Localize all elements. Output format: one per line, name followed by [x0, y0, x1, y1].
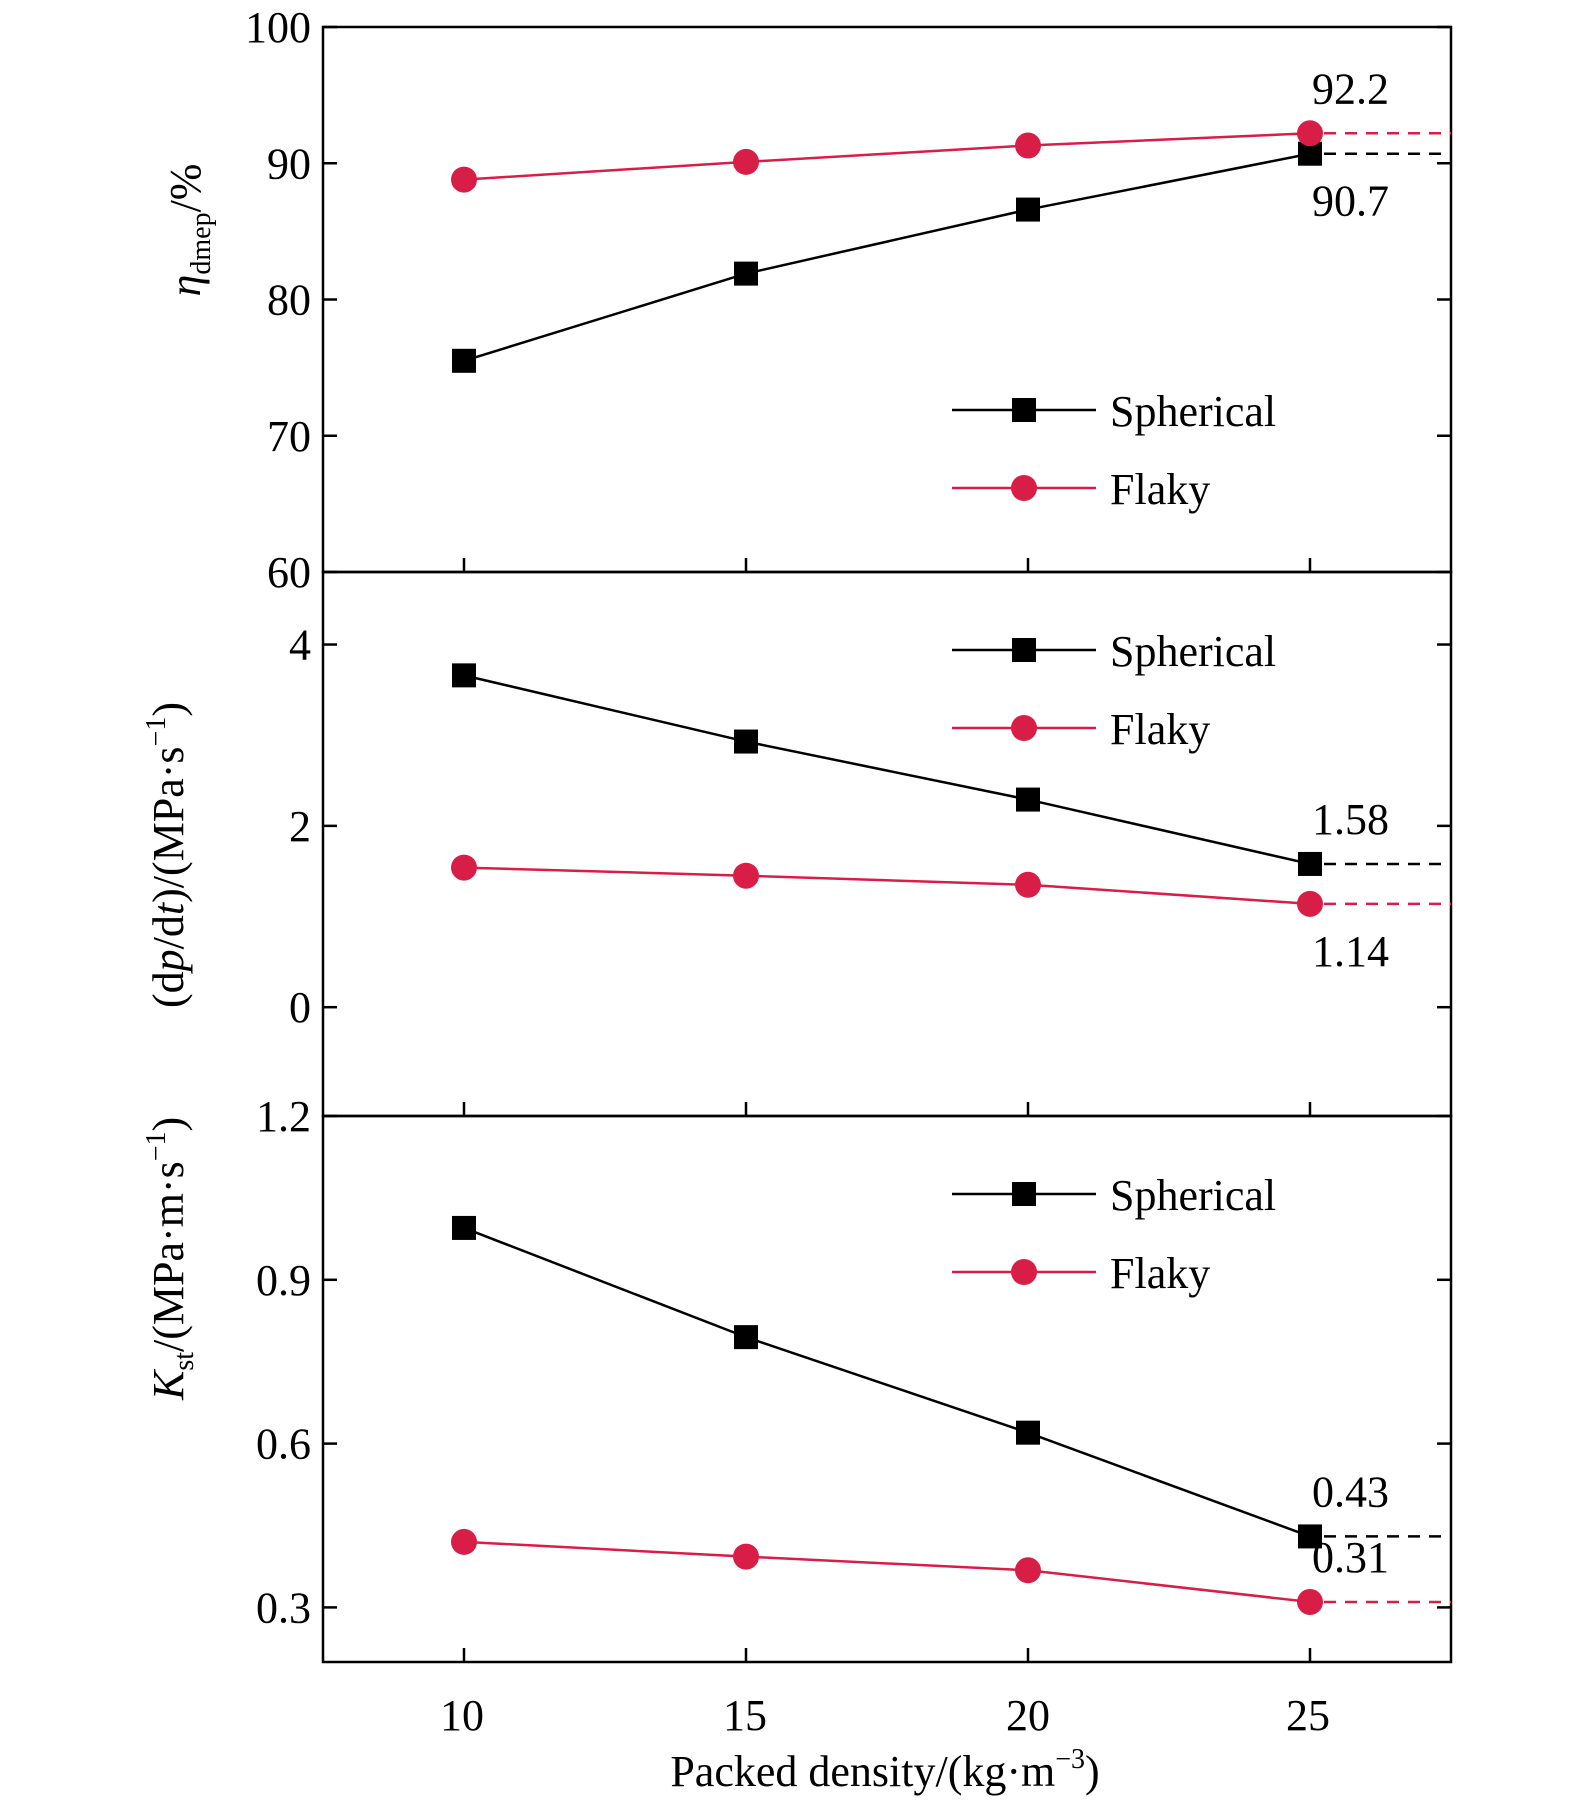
- x-axis: 10 15 20 25 Packed density/(kg·m−3): [440, 1691, 1330, 1796]
- bottom-plot-frame: [321, 1114, 1453, 1664]
- top-data-point-flaky: [1015, 132, 1041, 159]
- top-legend-label-flaky: Flaky: [1110, 465, 1210, 514]
- middle-annotation-label: 1.58: [1312, 795, 1389, 844]
- bottom-y-tick-label: 0.3: [256, 1583, 311, 1632]
- middle-ylabel: (dp/dt)/(MPa·s−1): [141, 702, 193, 1008]
- middle-y-tick-label: 4: [289, 621, 311, 670]
- bottom-y-tick-label: 0.6: [256, 1420, 311, 1469]
- middle-legend: Spherical Flaky: [952, 627, 1276, 754]
- bottom-ylabel: Kst/(MPa·m·s−1): [141, 1117, 200, 1401]
- top-data-point-spherical: [1016, 197, 1040, 222]
- bottom-ylabel-subscript: st: [169, 1352, 200, 1371]
- middle-ylabel-p: p: [144, 949, 193, 974]
- top-series-line-flaky: [463, 132, 1311, 181]
- x-tick-label: 15: [723, 1691, 767, 1740]
- top-ylabel: ηdmep/%: [161, 164, 217, 297]
- middle-series-line-flaky: [463, 866, 1311, 906]
- middle-legend-label-flaky: Flaky: [1110, 705, 1210, 754]
- middle-ylabel-prefix: (d: [144, 971, 193, 1008]
- x-axis-title-sup: −3: [1055, 1744, 1085, 1775]
- top-annotation-label: 90.7: [1312, 177, 1389, 226]
- top-series-line-spherical: [463, 152, 1311, 363]
- bottom-series-line-spherical: [463, 1226, 1311, 1538]
- top-y-tick-label: 70: [267, 412, 311, 461]
- panel-top: ηdmep/% 100 90 80 70 60 92.2 90.7 Spherical Flak…: [161, 3, 1453, 597]
- middle-data-point-flaky: [1015, 871, 1041, 898]
- bottom-data-point-spherical: [452, 1215, 476, 1240]
- bottom-annotation-label: 0.43: [1312, 1467, 1389, 1516]
- top-ylabel-subscript: dmep: [186, 212, 217, 274]
- middle-data-point-flaky: [733, 862, 759, 889]
- middle-ylabel-mid: /d: [144, 915, 193, 949]
- middle-series-line-spherical: [463, 674, 1311, 866]
- top-y-tick-label: 60: [267, 548, 311, 597]
- bottom-ylabel-close: ): [144, 1117, 193, 1132]
- panel-middle: (dp/dt)/(MPa·s−1) 4 2 0 1.58 1.14 Spherical Fl…: [141, 570, 1453, 1118]
- top-y-tick-label: 100: [245, 3, 311, 52]
- middle-annotation-label: 1.14: [1312, 927, 1389, 976]
- middle-legend-marker-flaky: [1011, 715, 1037, 741]
- top-y-tick-label: 90: [267, 139, 311, 188]
- x-axis-title-main: Packed density/(kg·m: [670, 1747, 1055, 1796]
- bottom-data-point-flaky: [733, 1543, 759, 1570]
- bottom-legend: Spherical Flaky: [952, 1171, 1276, 1298]
- bottom-data-point-flaky: [1297, 1588, 1323, 1615]
- middle-legend-label-spherical: Spherical: [1110, 627, 1276, 676]
- middle-ylabel-t: t: [144, 901, 193, 915]
- bottom-ylabel-unit: /(MPa·m·s: [144, 1161, 193, 1352]
- bottom-ylabel-sup: −1: [141, 1132, 172, 1162]
- top-legend: Spherical Flaky: [952, 387, 1276, 514]
- top-annotation-label: 92.2: [1312, 64, 1389, 113]
- bottom-data-point-spherical: [1016, 1420, 1040, 1445]
- middle-data-point-spherical: [1298, 851, 1322, 876]
- bottom-data-point-flaky: [451, 1528, 477, 1555]
- x-axis-title-close: ): [1085, 1747, 1100, 1796]
- bottom-series-line-flaky: [463, 1540, 1311, 1604]
- top-data-point-spherical: [452, 348, 476, 373]
- bottom-y-tick-label: 1.2: [256, 1092, 311, 1141]
- middle-legend-marker-spherical: [1012, 638, 1036, 662]
- middle-ylabel-unit: )/(MPa·s: [144, 746, 193, 902]
- top-legend-marker-flaky: [1011, 475, 1037, 501]
- bottom-legend-marker-flaky: [1011, 1259, 1037, 1285]
- middle-data-point-spherical: [452, 663, 476, 688]
- top-data-point-flaky: [1297, 120, 1323, 147]
- middle-data-point-flaky: [451, 854, 477, 881]
- bottom-data-point-spherical: [1298, 1524, 1322, 1549]
- top-legend-label-spherical: Spherical: [1110, 387, 1276, 436]
- middle-y-tick-label: 0: [289, 983, 311, 1032]
- middle-data-point-spherical: [734, 729, 758, 754]
- middle-data-point-flaky: [1297, 890, 1323, 917]
- middle-ylabel-sup: −1: [141, 717, 172, 747]
- top-legend-marker-spherical: [1012, 398, 1036, 422]
- top-y-tick-label: 80: [267, 276, 311, 325]
- top-ylabel-symbol: η: [161, 275, 210, 297]
- x-axis-title: Packed density/(kg·m−3): [670, 1744, 1099, 1796]
- x-tick-label: 20: [1006, 1691, 1050, 1740]
- top-data-point-flaky: [733, 148, 759, 175]
- top-ylabel-unit: /%: [161, 164, 210, 213]
- top-data-point-flaky: [451, 166, 477, 193]
- bottom-annotation-label: 0.31: [1312, 1533, 1389, 1582]
- middle-ylabel-close: ): [144, 702, 193, 717]
- middle-y-tick-label: 2: [289, 802, 311, 851]
- bottom-data-point-flaky: [1015, 1557, 1041, 1584]
- bottom-ylabel-symbol: K: [144, 1368, 193, 1401]
- bottom-legend-marker-spherical: [1012, 1182, 1036, 1206]
- middle-data-point-spherical: [1016, 787, 1040, 812]
- bottom-data-point-spherical: [734, 1325, 758, 1350]
- panel-bottom: Kst/(MPa·m·s−1) 1.2 0.9 0.6 0.3 0.43 0.31 Sphe…: [141, 1092, 1453, 1664]
- bottom-y-tick-label: 0.9: [256, 1256, 311, 1305]
- bottom-legend-label-spherical: Spherical: [1110, 1171, 1276, 1220]
- x-tick-label: 25: [1286, 1691, 1330, 1740]
- top-data-point-spherical: [734, 261, 758, 286]
- x-tick-label: 10: [440, 1691, 484, 1740]
- bottom-legend-label-flaky: Flaky: [1110, 1249, 1210, 1298]
